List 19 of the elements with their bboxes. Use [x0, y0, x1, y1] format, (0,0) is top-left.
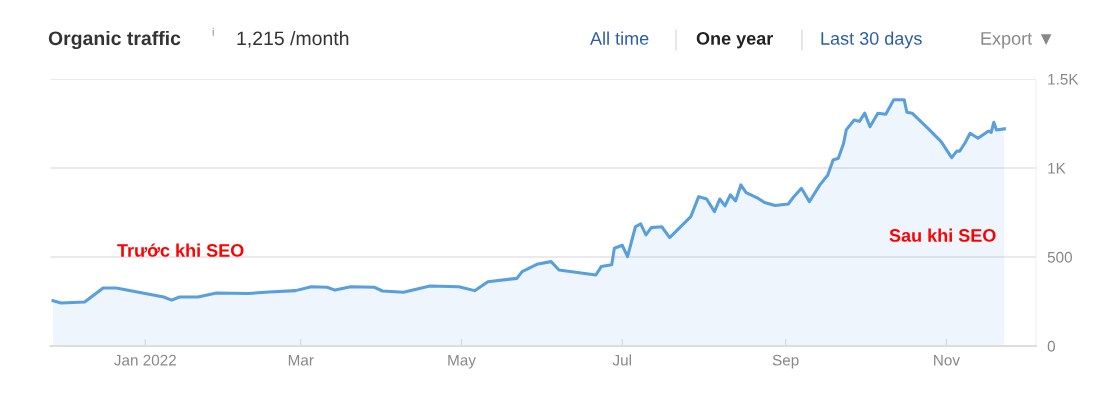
text: One year — [696, 32, 774, 49]
x-tick-label: Sep — [772, 354, 799, 369]
text: Last 30 days — [821, 31, 922, 49]
chart-title: Organic traffic — [48, 30, 181, 50]
text: All time — [590, 31, 649, 45]
y-tick-label: 1K — [1048, 163, 1066, 174]
annotation: Sau khi SEO — [889, 228, 996, 242]
x-tick-label: Jan 2022 — [114, 354, 176, 366]
x-tick-label: Nov — [934, 354, 960, 366]
text: i — [212, 27, 214, 36]
x-tick-label: Mar — [288, 354, 314, 366]
x-tick-label: May — [448, 354, 476, 369]
y-tick-label: 500 — [1047, 251, 1072, 263]
y-tick-label: 1.5K — [1048, 74, 1079, 85]
annotation: Trước khi SEO — [117, 243, 244, 257]
x-tick-label: Jul — [612, 354, 631, 366]
chart-subtitle: 1,215 /month — [237, 30, 349, 48]
text: Export ▼ — [981, 32, 1052, 49]
y-tick-label: 0 — [1047, 340, 1056, 352]
